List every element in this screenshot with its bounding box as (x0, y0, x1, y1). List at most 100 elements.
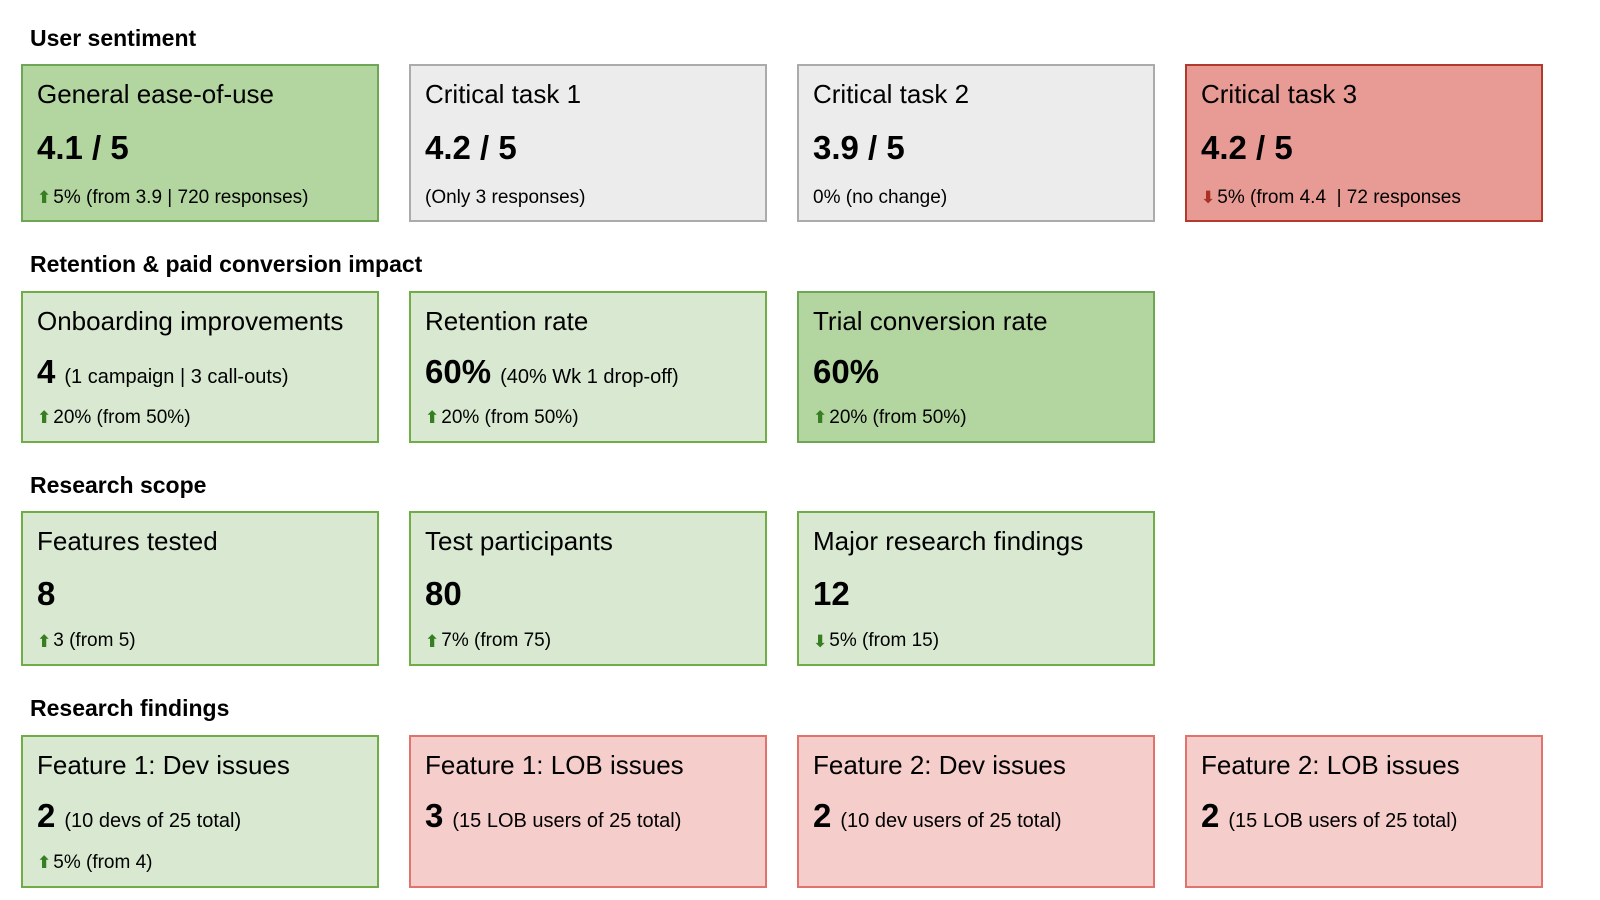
card-value-note: (10 dev users of 25 total) (840, 810, 1062, 833)
card-footer: ⬆ 20% (from 50%) (37, 407, 363, 430)
card-value-note: (1 campaign | 3 call-outs) (64, 365, 289, 388)
section-title: Retention & paid conversion impact (30, 251, 423, 278)
arrow-up-icon: ⬆ (425, 631, 440, 652)
card-value: 8 (37, 574, 56, 612)
card-features-tested: Features tested 8 ⬆ 3 (from 5) (21, 511, 379, 667)
card-title: Retention rate (425, 305, 589, 336)
arrow-up-icon: ⬆ (37, 853, 52, 874)
card-delta-text: 7% (from 75) (441, 630, 552, 652)
card-footer-text: 0% (no change) (813, 186, 948, 208)
arrow-up-icon: ⬆ (813, 408, 828, 429)
card-value-row: 4.1 / 5 (37, 129, 363, 167)
card-value: 60% (813, 352, 880, 390)
card-value: 4.2 / 5 (1201, 129, 1293, 167)
card-value: 4 (37, 352, 56, 390)
card-critical-task-3: Critical task 3 4.2 / 5 ⬇ 5% (from 4.4 |… (1185, 64, 1543, 223)
card-general-ease-of-use: General ease-of-use 4.1 / 5 ⬆ 5% (from 3… (21, 64, 379, 223)
arrow-up-icon: ⬆ (37, 187, 52, 208)
card-title: Major research findings (813, 526, 1084, 557)
card-title: Features tested (37, 526, 218, 557)
card-value-row: 4 (1 campaign | 3 call-outs) (37, 352, 363, 390)
arrow-down-icon: ⬇ (813, 631, 828, 652)
card-value-note: (15 LOB users of 25 total) (1228, 810, 1458, 833)
section-title: Research findings (30, 695, 230, 722)
card-value: 3.9 / 5 (813, 129, 905, 167)
card-value: 80 (425, 574, 462, 612)
arrow-down-icon: ⬇ (1201, 187, 1216, 208)
card-delta-text: 5% (from 15) (829, 630, 940, 652)
card-value: 2 (1201, 797, 1220, 835)
card-delta-text: 20% (from 50%) (441, 406, 579, 428)
card-value-row: 60% (813, 352, 1139, 390)
card-major-research-findings: Major research findings 12 ⬇ 5% (from 15… (797, 511, 1155, 667)
card-title: Feature 1: Dev issues (37, 749, 290, 780)
card-footer: ⬆ 5% (from 4) (37, 852, 363, 875)
card-critical-task-1: Critical task 1 4.2 / 5 (Only 3 response… (409, 64, 767, 223)
card-title: General ease-of-use (37, 79, 275, 110)
card-footer: ⬆ 20% (from 50%) (813, 407, 1139, 430)
card-delta-text: 5% (from 4) (53, 851, 153, 873)
card-footer: (Only 3 responses) (425, 186, 751, 209)
card-value-row: 4.2 / 5 (1201, 129, 1527, 167)
card-value-row: 2 (10 devs of 25 total) (37, 797, 363, 835)
arrow-up-icon: ⬆ (425, 408, 440, 429)
card-delta-text: 5% (from 4.4 | 72 responses (1217, 186, 1461, 208)
card-value: 60% (425, 352, 492, 390)
card-delta-text: 20% (from 50%) (829, 406, 967, 428)
card-value-row: 4.2 / 5 (425, 129, 751, 167)
card-value-row: 60% (40% Wk 1 drop-off) (425, 352, 751, 390)
card-delta-text: 5% (from 3.9 | 720 responses) (53, 186, 309, 208)
card-delta-text: 20% (from 50%) (53, 406, 191, 428)
card-trial-conversion-rate: Trial conversion rate 60% ⬆ 20% (from 50… (797, 290, 1155, 443)
card-feature-1-lob-issues: Feature 1: LOB issues 3 (15 LOB users of… (409, 734, 767, 888)
card-row: Features tested 8 ⬆ 3 (from 5) Test part… (21, 511, 1600, 667)
card-value: 4.1 / 5 (37, 129, 129, 167)
arrow-up-icon: ⬆ (37, 408, 52, 429)
card-feature-2-dev-issues: Feature 2: Dev issues 2 (10 dev users of… (797, 734, 1155, 888)
card-feature-1-dev-issues: Feature 1: Dev issues 2 (10 devs of 25 t… (21, 734, 379, 888)
card-row: Feature 1: Dev issues 2 (10 devs of 25 t… (21, 734, 1600, 888)
card-value: 3 (425, 797, 444, 835)
card-title: Critical task 1 (425, 79, 582, 110)
card-value-row: 2 (10 dev users of 25 total) (813, 797, 1139, 835)
card-value: 2 (813, 797, 832, 835)
card-onboarding-improvements: Onboarding improvements 4 (1 campaign | … (21, 290, 379, 443)
card-title: Critical task 2 (813, 79, 970, 110)
section-title: User sentiment (30, 25, 197, 51)
section-research-scope: Research scope Features tested 8 ⬆ 3 (fr… (21, 471, 1600, 667)
card-value: 2 (37, 797, 56, 835)
card-feature-2-lob-issues: Feature 2: LOB issues 2 (15 LOB users of… (1185, 734, 1543, 888)
card-value-row: 80 (425, 574, 751, 612)
card-title: Feature 2: LOB issues (1201, 749, 1460, 780)
card-value-note: (15 LOB users of 25 total) (452, 810, 682, 833)
card-value-row: 3 (15 LOB users of 25 total) (425, 797, 751, 835)
card-delta-text: 3 (from 5) (53, 630, 136, 652)
card-value: 12 (813, 574, 850, 612)
card-value: 4.2 / 5 (425, 129, 517, 167)
card-test-participants: Test participants 80 ⬆ 7% (from 75) (409, 511, 767, 667)
card-footer-text: (Only 3 responses) (425, 186, 586, 208)
card-footer (425, 852, 751, 875)
card-footer (813, 852, 1139, 875)
card-footer (1201, 852, 1527, 875)
card-footer: ⬇ 5% (from 4.4 | 72 responses (1201, 186, 1527, 209)
card-title: Feature 2: Dev issues (813, 749, 1066, 780)
card-value-row: 12 (813, 574, 1139, 612)
section-title: Research scope (30, 471, 207, 498)
section-retention-conversion: Retention & paid conversion impact Onboa… (21, 251, 1600, 443)
card-value-row: 3.9 / 5 (813, 129, 1139, 167)
card-value-row: 2 (15 LOB users of 25 total) (1201, 797, 1527, 835)
card-footer: 0% (no change) (813, 186, 1139, 209)
card-title: Critical task 3 (1201, 79, 1358, 110)
card-row: General ease-of-use 4.1 / 5 ⬆ 5% (from 3… (21, 64, 1600, 223)
card-footer: ⬇ 5% (from 15) (813, 630, 1139, 653)
card-title: Test participants (425, 526, 613, 557)
card-value-row: 8 (37, 574, 363, 612)
card-title: Trial conversion rate (813, 305, 1048, 336)
card-row: Onboarding improvements 4 (1 campaign | … (21, 290, 1600, 443)
card-value-note: (40% Wk 1 drop-off) (500, 365, 679, 388)
arrow-up-icon: ⬆ (37, 631, 52, 652)
card-footer: ⬆ 20% (from 50%) (425, 407, 751, 430)
card-footer: ⬆ 5% (from 3.9 | 720 responses) (37, 186, 363, 209)
